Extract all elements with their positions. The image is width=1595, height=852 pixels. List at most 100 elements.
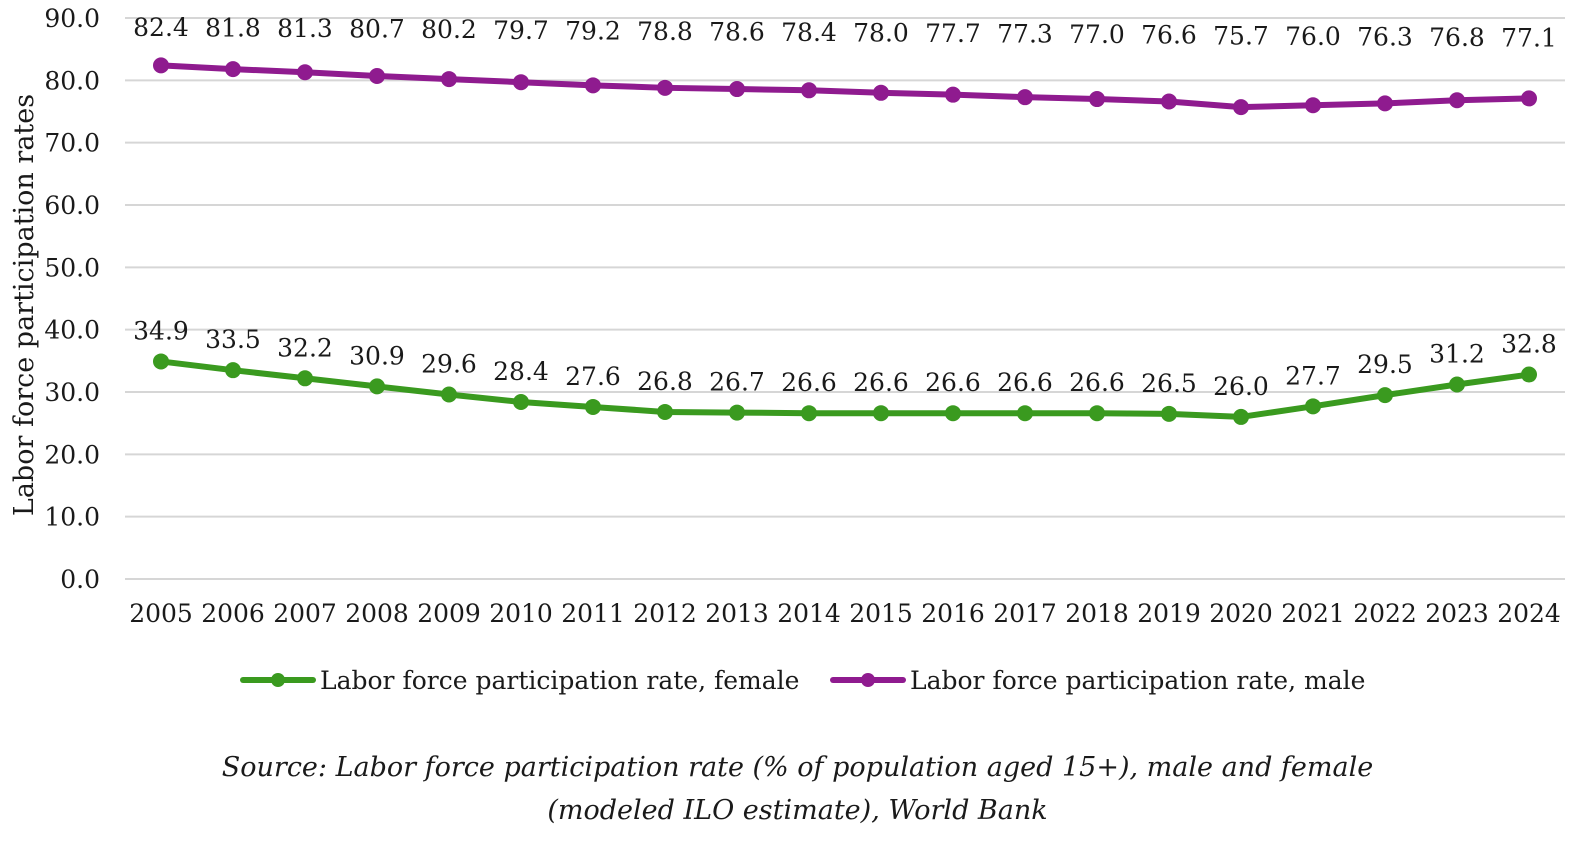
data-label: 76.3 [1357, 22, 1413, 51]
data-point [1233, 99, 1249, 116]
data-point [153, 57, 169, 74]
legend-swatch-marker [271, 673, 285, 687]
data-point [1305, 398, 1321, 415]
y-tick-label: 0.0 [60, 565, 100, 594]
data-label: 78.8 [637, 17, 693, 46]
y-tick-label: 60.0 [44, 191, 100, 220]
data-labels: 82.4 81.8 81.3 80.7 80.2 79.7 79.2 78.8 78.6 78.4… [133, 13, 1557, 401]
data-point [1089, 91, 1105, 108]
source-line-1: Source: Labor force participation rate (… [221, 752, 1374, 783]
data-point [153, 353, 169, 370]
data-label: 32.8 [1501, 330, 1557, 359]
data-label: 34.9 [133, 316, 189, 345]
y-axis-ticks: 0.0 10.0 20.0 30.0 40.0 50.0 60.0 70.0 80.0 90.0 [44, 4, 100, 594]
data-point [369, 378, 385, 395]
data-label: 80.2 [421, 15, 477, 44]
x-tick-label: 2019 [1137, 599, 1201, 628]
x-tick-label: 2005 [129, 599, 193, 628]
data-point [1449, 376, 1465, 393]
data-label: 29.5 [1357, 350, 1413, 379]
data-point [585, 77, 601, 94]
series-group [153, 57, 1537, 425]
data-label: 26.6 [1069, 368, 1125, 397]
x-tick-label: 2021 [1281, 599, 1345, 628]
y-tick-label: 20.0 [44, 440, 100, 469]
x-tick-label: 2020 [1209, 599, 1273, 628]
y-tick-label: 10.0 [44, 503, 100, 532]
data-point [873, 405, 889, 422]
data-label: 32.2 [277, 333, 333, 362]
data-label: 81.3 [277, 14, 333, 43]
data-label: 27.6 [565, 362, 621, 391]
data-point [1161, 405, 1177, 422]
legend: Labor force participation rate, female La… [240, 666, 1365, 695]
data-point [1305, 97, 1321, 114]
data-point [1233, 408, 1249, 425]
data-label: 26.5 [1141, 369, 1197, 398]
data-label: 78.0 [853, 19, 909, 48]
data-point [225, 61, 241, 78]
data-point [801, 82, 817, 99]
data-label: 76.8 [1429, 23, 1485, 52]
x-tick-label: 2011 [561, 599, 625, 628]
data-point [1377, 387, 1393, 404]
x-tick-label: 2023 [1425, 599, 1489, 628]
data-label: 78.4 [781, 18, 837, 47]
y-tick-label: 50.0 [44, 253, 100, 282]
gridlines [125, 17, 1565, 580]
y-tick-label: 80.0 [44, 66, 100, 95]
data-point [801, 405, 817, 422]
y-axis-label: Labor force participation rates [9, 94, 40, 516]
line-chart: 0.010.020.030.040.050.060.070.080.090.0 … [9, 4, 1565, 695]
data-label: 26.6 [997, 368, 1053, 397]
data-point [297, 64, 313, 81]
x-tick-label: 2008 [345, 599, 409, 628]
data-label: 27.7 [1285, 361, 1341, 390]
legend-swatch-marker [861, 673, 875, 687]
data-label: 76.0 [1285, 22, 1341, 51]
series-line [158, 62, 1532, 111]
x-tick-label: 2024 [1497, 599, 1561, 628]
data-point [1017, 405, 1033, 422]
data-label: 77.7 [925, 19, 981, 48]
data-point [225, 362, 241, 379]
x-tick-label: 2015 [849, 599, 913, 628]
data-point [657, 403, 673, 420]
x-tick-label: 2016 [921, 599, 985, 628]
source-line-2: (modeled ILO estimate), World Bank [547, 795, 1048, 826]
data-point [729, 404, 745, 421]
data-point [369, 67, 385, 84]
data-label: 81.8 [205, 14, 261, 43]
data-label: 33.5 [205, 325, 261, 354]
data-point [585, 398, 601, 415]
data-point [729, 81, 745, 98]
x-tick-label: 2009 [417, 599, 481, 628]
data-point [441, 386, 457, 403]
legend-label: Labor force participation rate, male [910, 666, 1365, 695]
data-label: 26.6 [781, 368, 837, 397]
legend-label: Labor force participation rate, female [320, 666, 799, 695]
data-label: 31.2 [1429, 340, 1485, 369]
x-tick-label: 2017 [993, 599, 1057, 628]
y-tick-label: 70.0 [44, 129, 100, 158]
data-point [873, 84, 889, 101]
data-label: 26.6 [853, 368, 909, 397]
data-label: 77.1 [1501, 23, 1557, 52]
data-label: 79.7 [493, 16, 549, 45]
data-label: 78.6 [709, 17, 765, 46]
data-point [1161, 93, 1177, 110]
data-point [1017, 89, 1033, 106]
data-point [657, 79, 673, 96]
x-tick-label: 2014 [777, 599, 841, 628]
data-point [297, 370, 313, 387]
data-point [1089, 405, 1105, 422]
data-label: 80.7 [349, 15, 405, 44]
data-label: 30.9 [349, 341, 405, 370]
x-tick-label: 2007 [273, 599, 337, 628]
data-label: 26.7 [709, 368, 765, 397]
data-label: 82.4 [133, 13, 189, 42]
x-tick-label: 2013 [705, 599, 769, 628]
x-tick-label: 2010 [489, 599, 553, 628]
data-label: 28.4 [493, 357, 549, 386]
data-label: 26.0 [1213, 372, 1269, 401]
